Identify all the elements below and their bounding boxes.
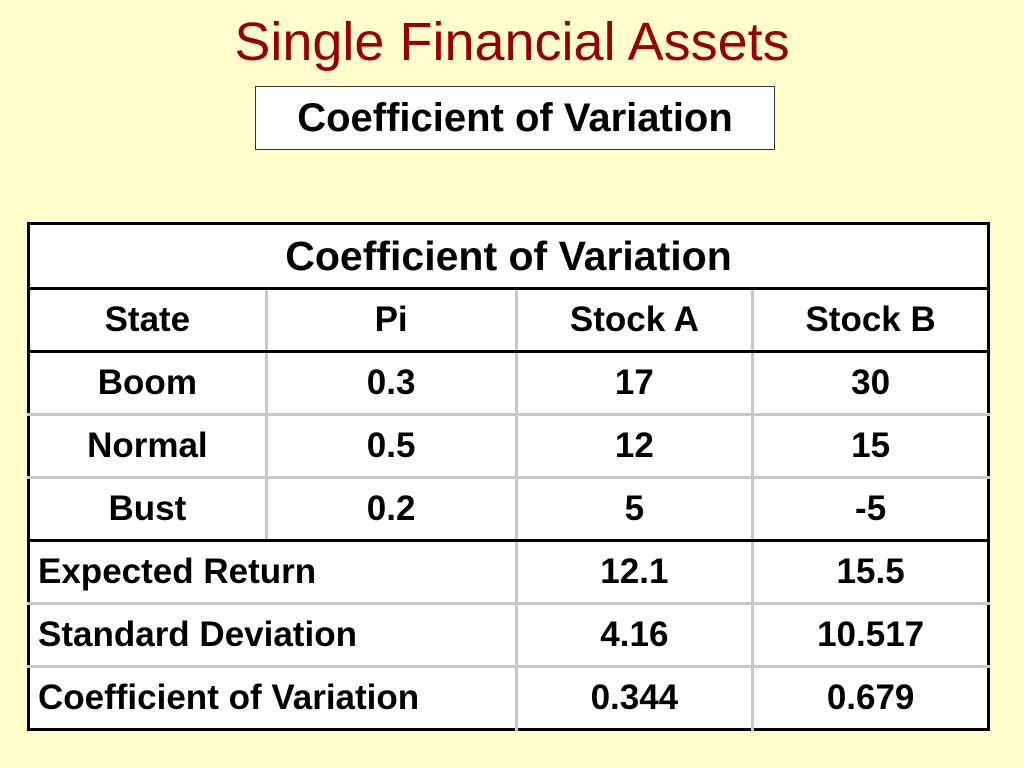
state-cell: Bust <box>28 476 267 542</box>
stock-b-cell: 30 <box>751 351 989 415</box>
header-stock-a: Stock A <box>514 288 753 353</box>
table-title-row: Coefficient of Variation <box>28 223 989 290</box>
pi-cell: 0.2 <box>264 476 516 542</box>
header-pi: Pi <box>264 288 516 353</box>
table-row: Bust 0.2 5 -5 <box>28 476 989 542</box>
stock-b-cell: -5 <box>751 476 989 542</box>
table-title: Coefficient of Variation <box>28 223 989 290</box>
pi-cell: 0.3 <box>264 351 516 415</box>
coefficient-of-variation-table: Coefficient of Variation State Pi Stock … <box>27 222 990 731</box>
stock-b-cell: 15 <box>751 413 989 478</box>
state-cell: Boom <box>97 363 197 402</box>
summary-label: Standard Deviation <box>28 602 516 667</box>
pi-cell: 0.5 <box>264 413 516 478</box>
state-cell: Normal <box>28 413 267 478</box>
stock-a-cell: 5 <box>514 476 753 542</box>
stock-b-cell: 15.5 <box>751 540 989 604</box>
summary-label: Coefficient of Variation <box>28 665 516 730</box>
subtitle-box: Coefficient of Variation <box>255 86 775 150</box>
summary-row-expected-return: Expected Return 12.1 15.5 <box>29 540 989 604</box>
slide-title: Single Financial Assets <box>234 12 790 72</box>
table-row: Boom 0.3 17 30 <box>29 351 989 415</box>
table-header-row: State Pi Stock A Stock B <box>28 288 989 353</box>
stock-a-cell: 12.1 <box>514 540 753 604</box>
summary-row-coefficient-of-variation: Coefficient of Variation 0.344 0.679 <box>28 665 989 730</box>
stock-a-cell: 17 <box>514 351 753 415</box>
table-row: Normal 0.5 12 15 <box>28 413 989 478</box>
header-state: State <box>28 288 267 353</box>
header-stock-b: Stock B <box>751 288 989 353</box>
summary-row-standard-deviation: Standard Deviation 4.16 10.517 <box>28 602 989 667</box>
stock-a-cell: 12 <box>514 413 753 478</box>
stock-a-cell: 4.16 <box>514 602 753 667</box>
summary-label: Expected Return <box>38 552 317 591</box>
stock-a-cell: 0.344 <box>514 665 753 730</box>
stock-b-cell: 10.517 <box>751 602 989 667</box>
stock-b-cell: 0.679 <box>751 665 989 730</box>
